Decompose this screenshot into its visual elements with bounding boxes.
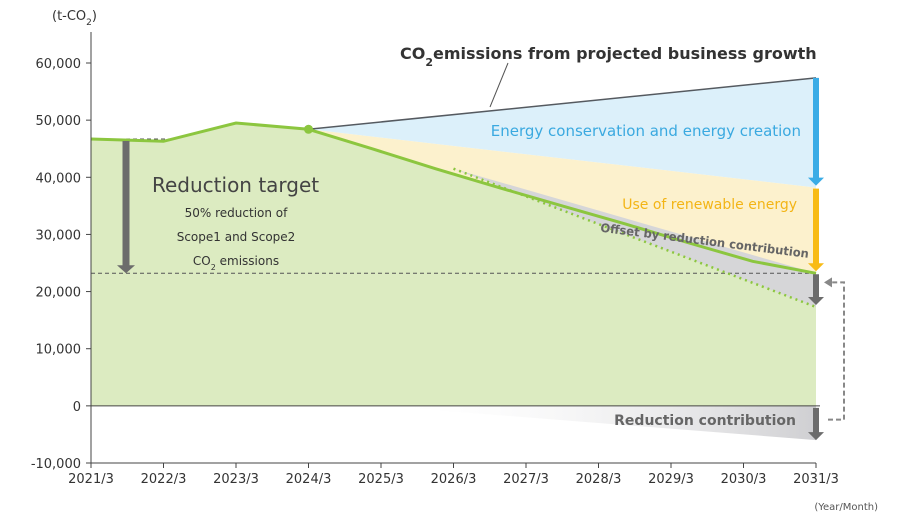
x-unit-label: (Year/Month) [814,502,878,513]
y-tick-label: 10,000 [36,343,82,358]
bau-annotation: CO2emissions from projected business gro… [400,44,817,69]
x-tick-label: 2027/3 [503,472,549,487]
x-tick-label: 2022/3 [141,472,187,487]
x-tick-label: 2023/3 [213,472,259,487]
y-tick-label: 20,000 [36,286,82,301]
y-tick-label: 0 [73,400,81,415]
x-tick-label: 2029/3 [648,472,694,487]
renewable-arrow [808,188,824,272]
x-tick-label: 2031/3 [793,472,839,487]
reduction-target-arrow [117,141,135,274]
conservation-annotation: Energy conservation and energy creation [491,122,801,140]
x-tick-label: 2030/3 [721,472,767,487]
reduction-target-line1: 50% reduction of [185,206,289,220]
reduction-contribution-area [381,405,816,441]
arrows [117,77,845,441]
bau-emissions-line [308,77,817,131]
y-tick-label: 50,000 [36,114,82,129]
conservation-arrow [808,77,824,186]
bau-label-leader [489,62,509,108]
x-tick-label: 2026/3 [431,472,477,487]
y-tick-label: 60,000 [36,57,82,72]
renewable-annotation: Use of renewable energy [622,197,797,213]
x-tick-label: 2028/3 [576,472,622,487]
current-point-marker [304,124,313,134]
contribution-connector [828,281,845,421]
x-tick-label: 2021/3 [68,472,114,487]
y-tick-label: -10,000 [31,457,81,472]
connector-arrowhead [824,277,832,288]
y-tick-label: 30,000 [36,228,82,243]
y-tick-label: 40,000 [36,171,82,186]
x-tick-label: 2025/3 [358,472,404,487]
offset-path-line [453,167,817,309]
reduction-target-title: Reduction target [152,173,319,197]
axes: -10,000 0 10,000 20,000 30,000 40,000 50,000 60… [31,32,839,487]
contribution-annotation: Reduction contribution [614,413,796,429]
actual-emissions-area [91,123,816,406]
x-tick-label: 2024/3 [286,472,332,487]
actual-emissions-line [90,121,309,143]
target-path-line [308,127,817,275]
reduction-target-line2: Scope1 and Scope2 [177,230,296,244]
contribution-arrow [808,407,824,441]
offset-arrow [808,274,824,305]
y-unit-label: (t-CO2) [52,9,97,28]
conservation-area [308,77,816,188]
reduction-target-line3: CO2 emissions [193,254,279,272]
